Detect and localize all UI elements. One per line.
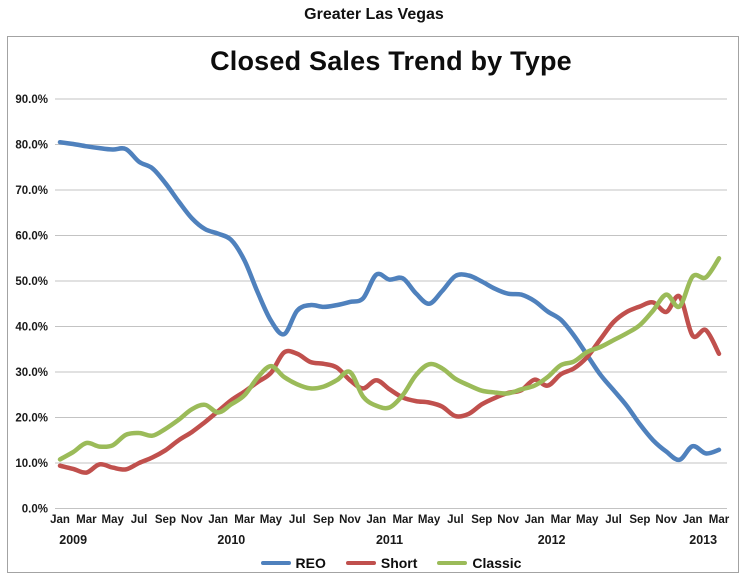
gridlines [55,98,727,509]
x-axis-tick-label: Nov [497,514,519,526]
year-label: 2009 [59,533,87,547]
x-axis-tick-label: Mar [709,514,730,526]
x-axis-tick-label: Sep [471,514,492,526]
x-axis-labels: Jan Mar May Jul Sep Nov Jan Mar May Jul Sep Nov Jan M… [50,514,730,526]
classic-line-swatch-icon [437,560,468,566]
series-line-reo [57,139,722,463]
x-axis-tick-label: May [260,514,283,526]
x-axis-tick-label: Jul [289,514,306,526]
x-axis-tick-label: Sep [313,514,334,526]
y-axis-tick-label: 30.0% [15,367,48,379]
x-axis-tick-label: Nov [181,514,203,526]
x-axis-tick-label: Mar [234,514,255,526]
y-axis-labels: 0.0% 10.0% 20.0% 30.0% 40.0% 50.0% 60.0% 70.0% 8… [15,94,48,516]
x-axis-tick-label: Jul [447,514,464,526]
x-axis-tick-label: Jan [50,514,70,526]
x-axis-tick-label: Jan [366,514,386,526]
x-axis-tick-label: Sep [629,514,650,526]
series-line-classic [57,256,722,462]
y-axis-tick-label: 10.0% [15,458,48,470]
y-axis-tick-label: 20.0% [15,413,48,425]
year-label: 2013 [689,533,717,547]
short-line-swatch-icon [345,560,376,566]
legend-label-classic: Classic [472,555,522,571]
legend-item-short: Short [345,555,418,571]
x-axis-tick-label: Nov [655,514,677,526]
year-label: 2011 [376,533,403,547]
legend-label-short: Short [380,555,418,571]
chart-frame [7,36,739,573]
y-axis-tick-label: 90.0% [15,94,48,106]
x-axis-tick-label: Jan [208,514,228,526]
legend-item-reo: REO [260,555,326,571]
year-label: 2010 [217,533,245,547]
y-axis-tick-label: 50.0% [15,276,48,288]
x-axis-tick-label: Sep [155,514,176,526]
page-title: Greater Las Vegas [304,6,444,23]
y-axis-tick-label: 60.0% [15,231,48,243]
year-label: 2012 [538,533,566,547]
chart-title: Closed Sales Trend by Type [210,46,572,76]
series-line-short [57,293,722,475]
legend-item-classic: Classic [437,555,521,571]
legend-label-reo: REO [295,555,326,571]
x-axis-tick-label: Nov [339,514,361,526]
x-axis-tick-label: Mar [392,514,413,526]
legend: REO Short Classic [55,552,727,574]
y-axis-tick-label: 80.0% [15,140,48,152]
y-axis-tick-label: 40.0% [15,322,48,334]
x-axis-tick-label: May [418,514,441,526]
x-axis-tick-label: Jan [525,514,545,526]
x-axis-tick-label: Jul [131,514,148,526]
x-axis-year-labels: 2009 2010 2011 2012 2013 [59,533,717,547]
x-axis-tick-label: Jul [605,514,622,526]
x-axis-tick-label: Jan [683,514,703,526]
y-axis-tick-label: 70.0% [15,185,48,197]
x-axis-tick-label: Mar [76,514,97,526]
y-axis-tick-label: 0.0% [22,504,48,516]
x-axis-tick-label: Mar [551,514,572,526]
reo-line-swatch-icon [260,560,291,566]
x-axis-tick-label: May [576,514,599,526]
x-axis-tick-label: May [102,514,125,526]
